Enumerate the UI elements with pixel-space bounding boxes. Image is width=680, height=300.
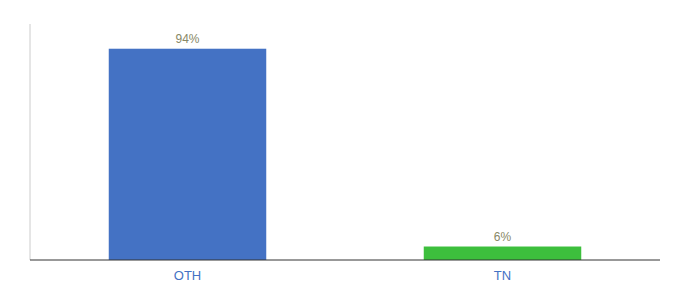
bars (109, 49, 582, 260)
chart-container: 94% 6% OTH TN (0, 0, 680, 300)
data-label: 6% (494, 230, 512, 244)
data-label: 94% (175, 32, 199, 46)
bar (424, 247, 582, 260)
x-tick-label: OTH (174, 268, 201, 283)
x-axis-line (30, 260, 660, 261)
x-tick-label: TN (494, 268, 511, 283)
y-axis-line (30, 24, 31, 260)
chart-svg: 94% 6% OTH TN (0, 0, 680, 300)
bar (109, 49, 267, 260)
